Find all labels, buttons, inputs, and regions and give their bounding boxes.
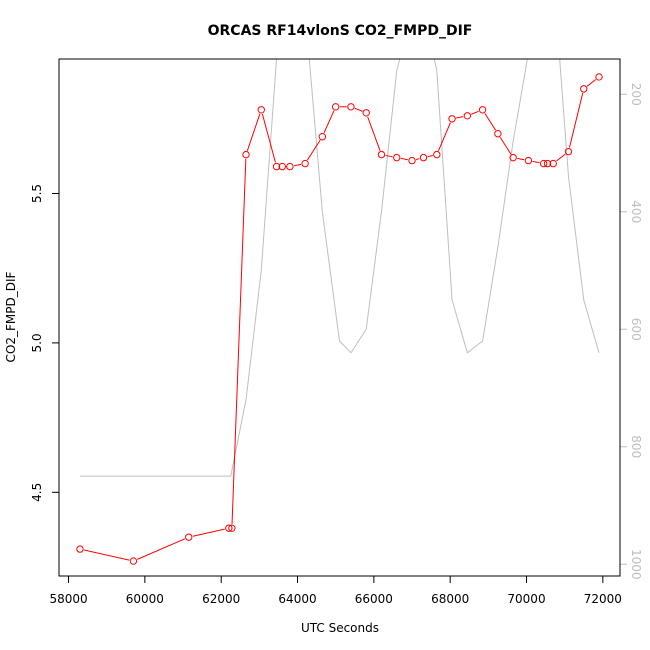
series-segment <box>231 158 247 525</box>
y-tick-label: 5.0 <box>30 333 44 352</box>
y2-tick-label: 600 <box>629 318 643 341</box>
series-segment <box>427 155 433 158</box>
series-segment <box>293 163 302 167</box>
series-segment <box>367 116 381 151</box>
y2-tick-label: 1000 <box>629 549 643 580</box>
series-segment <box>400 157 408 161</box>
data-point <box>393 153 401 162</box>
series-segment <box>499 136 512 155</box>
data-point <box>509 153 517 162</box>
data-point <box>242 150 250 159</box>
x-tick-label: 68000 <box>431 592 469 606</box>
series-secondary <box>79 59 600 477</box>
data-point <box>549 159 557 168</box>
series-segment <box>415 158 420 161</box>
y2-tick-label: 400 <box>629 200 643 223</box>
data-point <box>76 545 84 553</box>
data-point <box>318 132 327 141</box>
data-point <box>228 524 236 532</box>
series-segment <box>306 139 321 161</box>
x-tick-label: 58000 <box>49 592 87 606</box>
data-point <box>347 103 355 111</box>
data-point <box>463 112 472 120</box>
series-segment <box>261 113 276 163</box>
series-segment <box>532 160 540 164</box>
series-segment <box>568 92 584 148</box>
series-segment <box>556 153 566 162</box>
data-point <box>595 73 603 81</box>
y2-tick-label: 800 <box>629 435 643 458</box>
x-tick-label: 66000 <box>355 592 393 606</box>
x-axis-label: UTC Seconds <box>301 621 379 635</box>
series-segment <box>517 157 525 161</box>
chart-title: ORCAS RF14vlonS CO2_FMPD_DIF <box>208 23 473 39</box>
y-axis-label: CO2_FMPD_DIF <box>4 271 18 362</box>
x-tick-label: 72000 <box>584 592 622 606</box>
data-point <box>524 156 533 165</box>
y-tick-label: 4.5 <box>30 483 44 502</box>
data-point <box>543 159 552 168</box>
data-point <box>448 115 456 123</box>
data-point <box>272 162 281 171</box>
series-line <box>79 59 600 477</box>
data-point <box>257 106 265 114</box>
data-point <box>419 153 428 162</box>
series-segment <box>385 154 393 158</box>
x-tick-label: 62000 <box>202 592 240 606</box>
series-primary <box>76 73 603 565</box>
plot-frame <box>58 58 621 577</box>
series-segment <box>246 113 261 151</box>
data-point <box>286 162 294 171</box>
series-segment <box>438 122 451 151</box>
data-point <box>377 150 386 159</box>
data-point <box>433 150 441 159</box>
series-segment <box>456 116 464 119</box>
data-point <box>278 162 286 171</box>
series-segment <box>586 79 597 87</box>
data-point <box>225 524 233 532</box>
series-segment <box>192 528 225 537</box>
series-segment <box>323 110 335 134</box>
data-point <box>580 85 588 93</box>
x-tick-label: 60000 <box>126 592 164 606</box>
data-point <box>408 156 416 165</box>
data-point <box>478 106 487 114</box>
data-point <box>494 130 502 138</box>
data-point <box>129 557 138 565</box>
data-point <box>539 159 548 168</box>
series-segment <box>471 110 479 115</box>
x-tick-label: 64000 <box>278 592 316 606</box>
data-point <box>362 109 370 117</box>
y-tick-label: 5.5 <box>30 184 44 203</box>
series-segment <box>354 107 363 112</box>
series-segment <box>83 549 130 561</box>
data-point <box>301 159 309 168</box>
series-segment <box>137 538 186 560</box>
data-point <box>564 147 573 156</box>
x-tick-label: 70000 <box>507 592 545 606</box>
data-point <box>331 103 340 111</box>
y2-tick-label: 200 <box>629 83 643 106</box>
data-point <box>185 533 193 541</box>
series-segment <box>484 113 497 131</box>
